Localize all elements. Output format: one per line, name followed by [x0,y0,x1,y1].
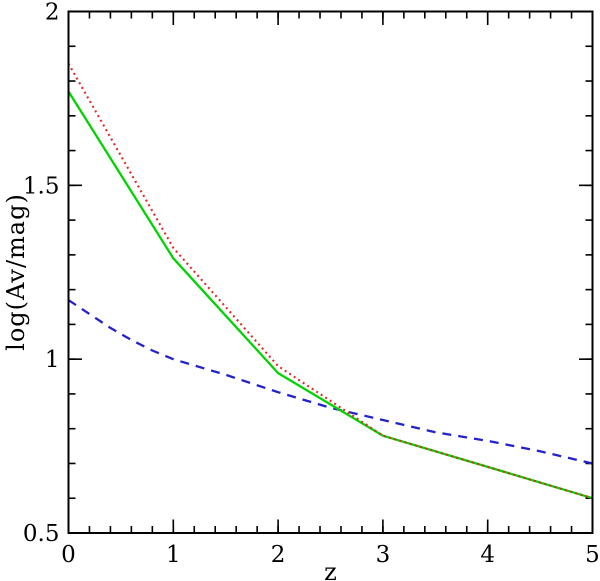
y-tick-label: 2 [45,0,60,26]
y-tick-label: 0.5 [23,521,60,547]
x-tick-label: 2 [271,542,286,568]
y-axis-title: log(Av/mag) [2,193,30,351]
dotted-red-curve [67,63,593,500]
x-axis-title: z [324,558,338,581]
dashed-blue-curve [67,299,593,465]
x-tick-label: 0 [61,542,76,568]
y-tick-label: 1.5 [23,173,60,199]
solid-green-curve [67,90,593,500]
x-tick-label: 4 [480,542,495,568]
y-tick-label: 1 [45,347,60,373]
x-tick-label: 5 [585,542,600,568]
x-tick-label: 1 [166,542,181,568]
x-tick-label: 3 [376,542,391,568]
plot-frame [67,10,594,534]
